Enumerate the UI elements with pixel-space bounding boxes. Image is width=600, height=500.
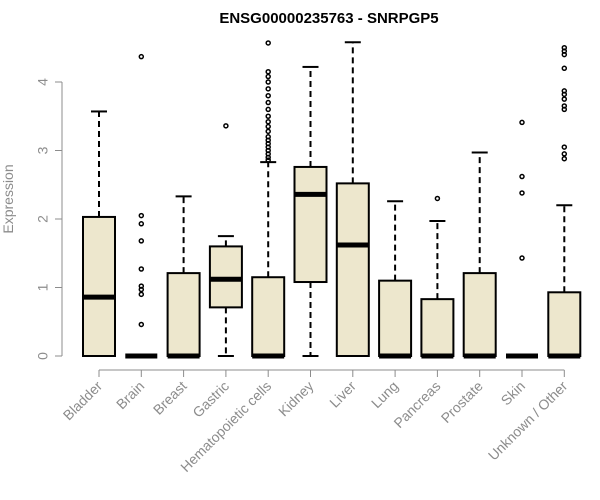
box-body <box>335 182 370 357</box>
box-skin <box>506 119 538 359</box>
box-body <box>547 291 582 358</box>
x-tick-label: Skin <box>498 378 529 409</box>
y-tick-label: 0 <box>35 352 51 360</box>
outlier-point <box>265 40 271 46</box>
outlier-point <box>265 157 271 163</box>
outlier-point <box>561 45 568 51</box>
outlier-point <box>561 103 568 109</box>
outlier-point <box>561 96 568 102</box>
y-tick-label: 2 <box>35 215 51 223</box>
y-tick-label: 1 <box>35 283 51 291</box>
x-tick-label: Prostate <box>438 378 486 426</box>
outlier-point <box>561 65 568 72</box>
box-breast <box>166 195 201 359</box>
outlier-point <box>561 88 568 94</box>
outlier-point <box>138 283 145 289</box>
box-unknown-other <box>547 45 582 359</box>
x-tick-label: Breast <box>150 378 190 418</box>
outlier-point <box>265 106 271 113</box>
box-gastric <box>208 123 243 357</box>
x-tick-label: Pancreas <box>390 378 443 431</box>
outlier-point <box>519 190 525 196</box>
x-tick-label: Liver <box>326 378 359 411</box>
x-tick-label: Bladder <box>60 378 106 424</box>
outlier-point <box>519 255 525 261</box>
outlier-point <box>519 119 525 126</box>
box-liver <box>335 41 370 357</box>
outlier-point <box>138 212 145 219</box>
box-kidney <box>293 65 328 357</box>
boxes-group <box>82 40 582 359</box>
outlier-point <box>223 123 229 129</box>
outlier-point <box>265 128 271 135</box>
outlier-point <box>265 68 271 75</box>
box-bladder <box>82 110 116 357</box>
outlier-point <box>265 113 271 119</box>
outlier-point <box>265 123 271 130</box>
x-tick-label: Kidney <box>275 378 317 420</box>
box-pancreas <box>420 195 455 359</box>
box-body <box>420 298 455 357</box>
outlier-point <box>138 238 145 244</box>
y-axis-label: Expression <box>0 164 16 233</box>
y-axis: 0 1 2 3 4 <box>35 78 63 360</box>
box-body <box>166 272 201 357</box>
x-tick-label: Unknown / Other <box>485 378 571 464</box>
outlier-point <box>561 144 568 150</box>
box-lung <box>378 200 413 359</box>
outlier-point <box>265 86 271 92</box>
outlier-point <box>138 321 145 328</box>
box-body <box>293 165 328 284</box>
x-tick-label: Brain <box>113 378 147 412</box>
outlier-point <box>138 221 145 227</box>
outlier-point <box>519 173 525 180</box>
outlier-point <box>265 99 271 106</box>
outlier-point <box>265 73 271 80</box>
outlier-point <box>138 291 145 298</box>
box-body <box>378 279 413 357</box>
box-body <box>462 272 497 357</box>
y-tick-label: 3 <box>35 146 51 154</box>
outlier-point <box>561 155 568 162</box>
outlier-point <box>265 79 271 85</box>
chart-title: ENSG00000235763 - SNRPGP5 <box>219 10 438 27</box>
y-tick-label: 4 <box>35 78 51 86</box>
box-prostate <box>462 151 497 359</box>
outlier-point <box>265 134 271 140</box>
outlier-point <box>265 92 271 99</box>
outlier-point <box>265 118 271 125</box>
outlier-point <box>561 151 568 157</box>
outlier-point <box>138 53 145 60</box>
box-body <box>82 215 116 357</box>
box-hematopoietic-cells <box>251 40 286 359</box>
outlier-point <box>434 195 441 202</box>
box-brain <box>125 53 158 359</box>
box-body <box>251 276 286 358</box>
x-tick-label: Lung <box>368 378 401 411</box>
outlier-point <box>138 266 145 272</box>
